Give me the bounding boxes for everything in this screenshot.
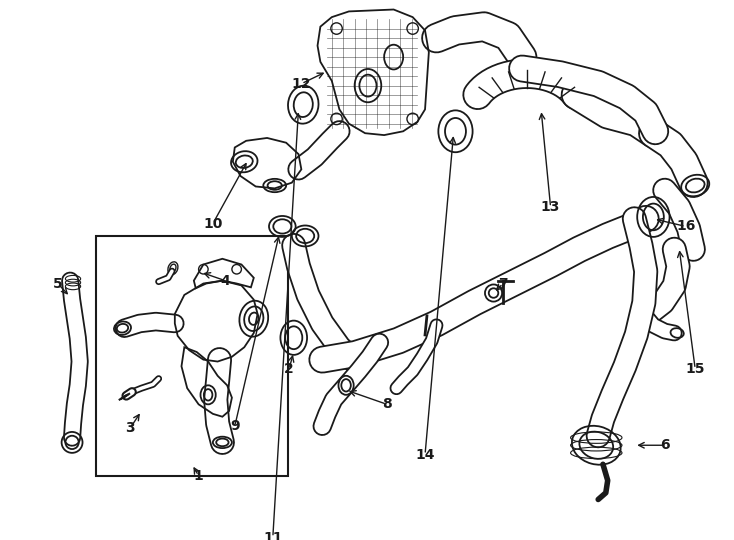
Text: 9: 9 bbox=[230, 419, 239, 433]
Text: 6: 6 bbox=[660, 438, 669, 453]
Text: 11: 11 bbox=[263, 530, 283, 540]
Text: 3: 3 bbox=[126, 421, 135, 435]
Bar bbox=[96, 236, 288, 476]
Text: 8: 8 bbox=[382, 397, 392, 411]
Text: 14: 14 bbox=[415, 448, 435, 462]
Text: 5: 5 bbox=[53, 276, 62, 291]
Text: 16: 16 bbox=[676, 219, 695, 233]
Text: 4: 4 bbox=[220, 274, 230, 288]
Text: 10: 10 bbox=[203, 217, 222, 231]
Text: 2: 2 bbox=[284, 362, 294, 376]
Text: 12: 12 bbox=[291, 77, 311, 91]
Text: 7: 7 bbox=[498, 276, 508, 291]
Text: 13: 13 bbox=[541, 200, 560, 214]
Text: 1: 1 bbox=[194, 469, 203, 483]
Text: 15: 15 bbox=[686, 362, 705, 376]
